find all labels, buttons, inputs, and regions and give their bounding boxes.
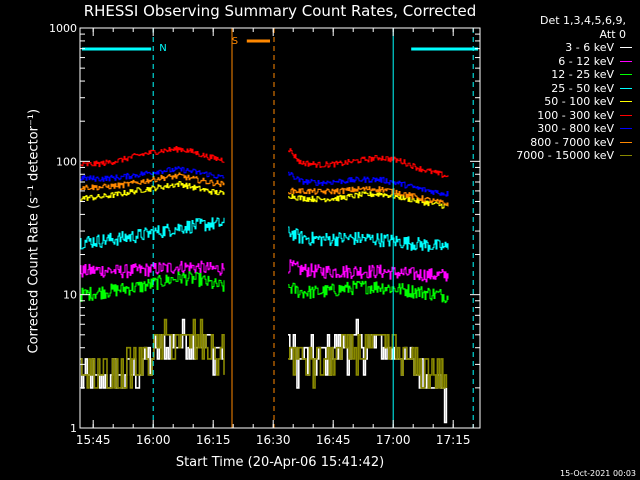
legend-entry-5: 50 - 100 keV (484, 95, 634, 109)
legend-header-line-1: Det 1,3,4,5,6,9, (539, 14, 626, 27)
legend-label: 300 - 800 keV (537, 122, 614, 135)
legend-entry-4: 25 - 50 keV (484, 82, 634, 96)
x-tick-label-6: 17:00 (376, 433, 411, 447)
legend-header-line-2: Att 0 (599, 27, 626, 41)
legend-swatch (620, 141, 632, 143)
y-axis-label: Corrected Count Rate (s⁻¹ detector⁻¹) (26, 108, 42, 354)
plot-frame (79, 27, 481, 429)
legend-entries: 3 - 6 keV 6 - 12 keV 12 - 25 keV 25 - 50 ke… (484, 41, 634, 163)
legend-swatch (620, 114, 632, 116)
x-tick-label-1: 15:45 (76, 433, 111, 447)
series-3to6kev (80, 318, 448, 424)
series-trace-segment-2 (288, 191, 449, 209)
legend-entry-9: 7000 - 15000 keV (484, 149, 634, 163)
series-trace-segment-1 (80, 172, 225, 191)
series-trace-segment-1 (80, 260, 225, 279)
y-tick-label-1: 1 (70, 422, 77, 435)
series-trace-segment-1 (80, 146, 225, 168)
legend-label: 12 - 25 keV (551, 68, 614, 81)
series-trace-segment-1 (80, 166, 225, 182)
axis-layer: 1 10 100 1000 15:45 16:00 16:15 16:30 16:45 17:00… (49, 22, 481, 447)
series-trace-segment-2 (288, 148, 449, 178)
x-tick-label-3: 16:15 (196, 433, 231, 447)
legend-label: 7000 - 15000 keV (516, 149, 614, 162)
series-trace-segment-1 (80, 318, 225, 389)
series-25to50kev (80, 217, 449, 252)
series-trace-segment-1 (80, 181, 225, 201)
y-tick-label-4: 1000 (49, 22, 77, 35)
series-trace-segment-2 (288, 171, 449, 197)
x-axis-label: Start Time (20-Apr-06 15:41:42) (175, 455, 385, 470)
x-tick-label-2: 16:00 (136, 433, 171, 447)
legend-swatch (620, 60, 632, 62)
series-trace-segment-2 (288, 259, 449, 283)
legend-label: 6 - 12 keV (558, 54, 614, 68)
series-trace-segment-1 (80, 271, 225, 302)
series-trace-segment-2 (288, 186, 449, 207)
legend-label: 800 - 7000 keV (530, 135, 614, 149)
x-tick-label-5: 16:45 (316, 433, 351, 447)
legend-label: 3 - 6 keV (565, 41, 614, 54)
legend-swatch (620, 74, 632, 76)
legend-swatch (620, 47, 632, 49)
series-12to25kev (80, 271, 449, 304)
legend-label: 100 - 300 keV (537, 108, 614, 122)
legend-entry-8: 800 - 7000 keV (484, 136, 634, 150)
series-trace-segment-2 (288, 334, 448, 389)
legend-swatch (620, 87, 632, 89)
legend-entry-7: 300 - 800 keV (484, 122, 634, 136)
legend-swatch (620, 101, 632, 103)
legend-entry-2: 6 - 12 keV (484, 55, 634, 69)
series-7000to15000kev (80, 318, 448, 389)
night-label: N (159, 43, 166, 54)
series-trace-segment-2 (288, 280, 449, 304)
series-trace-segment-1 (80, 217, 225, 250)
series-300to800kev (80, 166, 449, 197)
saa-label: S (232, 36, 238, 47)
legend-label: 50 - 100 keV (544, 95, 614, 108)
chart-title: RHESSI Observing Summary Count Rates, Co… (83, 2, 477, 20)
legend-swatch (620, 128, 632, 130)
y-tick-label-2: 10 (63, 289, 77, 302)
y-tick-label-3: 100 (56, 155, 77, 168)
x-tick-label-4: 16:30 (256, 433, 291, 447)
legend-entry-3: 12 - 25 keV (484, 68, 634, 82)
data-layer (80, 146, 449, 424)
legend-entry-6: 100 - 300 keV (484, 109, 634, 123)
series-trace-segment-2 (288, 226, 449, 252)
legend: Det 1,3,4,5,6,9, Att 0 3 - 6 keV 6 - 12 k… (484, 14, 634, 163)
generation-timestamp: 15-Oct-2021 00:03 (560, 469, 636, 478)
x-tick-label-7: 17:15 (436, 433, 471, 447)
series-100to300kev (80, 146, 449, 178)
legend-swatch (620, 155, 632, 157)
series-800to7000kev (80, 172, 449, 207)
legend-label: 25 - 50 keV (551, 81, 614, 95)
legend-entry-1: 3 - 6 keV (484, 41, 634, 55)
